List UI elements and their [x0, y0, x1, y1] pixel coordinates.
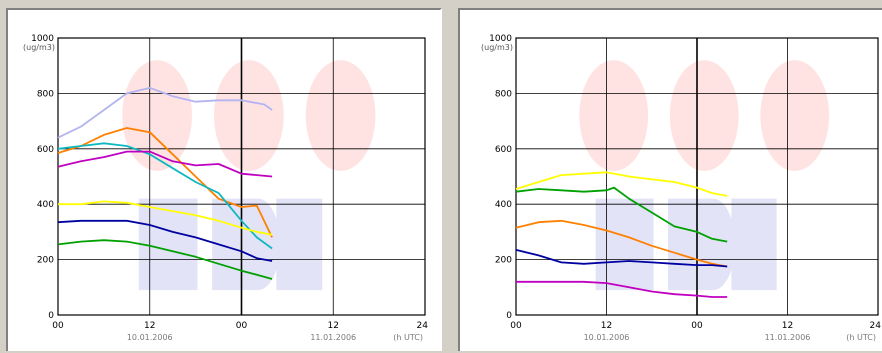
y-tick-label: 800: [495, 89, 512, 99]
watermark-circle: [213, 60, 284, 171]
plot-frame: [515, 37, 879, 316]
y-unit-label: (ug/m3): [23, 43, 55, 52]
series-line-7: [57, 239, 273, 280]
watermark-circle: [122, 60, 192, 171]
series-line-2: [515, 186, 728, 243]
date-label: 11.01.2006: [310, 333, 356, 342]
series-line-4: [57, 150, 273, 178]
series-line-5: [516, 280, 728, 298]
y-tick-label: 1000: [31, 34, 54, 44]
y-tick-label: 1000: [489, 34, 512, 44]
x-tick-label: 24: [870, 321, 882, 331]
series-line-6: [57, 219, 273, 262]
x-tick-label: 00: [510, 321, 522, 331]
watermark-logo: [579, 60, 830, 291]
watermark-blocks: [138, 198, 323, 291]
x-unit-label: (h UTC): [846, 333, 876, 342]
grid: [57, 37, 426, 316]
y-unit-label: (ug/m3): [481, 43, 513, 52]
date-label: 11.01.2006: [765, 333, 811, 342]
watermark-circle: [579, 60, 649, 171]
x-tick-label: 12: [782, 321, 793, 331]
y-tick-label: 0: [48, 311, 54, 321]
x-tick-label: 00: [52, 321, 64, 331]
y-tick-label: 600: [495, 145, 512, 155]
watermark-circle: [669, 60, 739, 171]
x-unit-label: (h UTC): [393, 333, 423, 342]
series-line-5: [58, 200, 273, 236]
series-line-1: [515, 171, 728, 197]
date-label: 10.01.2006: [584, 333, 630, 342]
chart-panel-right: 0 200 400 600 800 1000 (ug/m3) 00 12 00 12 24 10.01.…: [458, 8, 882, 351]
air-quality-chart-right: 0 200 400 600 800 1000(ug/m3) 00 12 00 12 24 10.01.…: [481, 34, 882, 342]
watermark-circle: [760, 60, 830, 171]
x-tick-label: 00: [691, 321, 703, 331]
watermark-circle: [305, 60, 376, 171]
y-tick-label: 800: [37, 89, 54, 99]
watermark-blocks: [595, 198, 777, 291]
x-tick-label: 12: [328, 321, 339, 331]
series-line-2: [57, 127, 273, 238]
x-tick-label: 12: [601, 321, 612, 331]
series-line-4: [515, 249, 728, 268]
chart-panel-left: 0 200 400 600 800 1000 (ug/m3) 00 12 00 12 24 10.01.…: [6, 8, 442, 351]
panel-divider: [442, 0, 458, 351]
series-line-1: [57, 87, 273, 139]
y-tick-label: 200: [37, 256, 54, 266]
y-tick-label: 400: [37, 200, 54, 210]
x-tick-label: 24: [417, 321, 429, 331]
date-label: 10.01.2006: [127, 333, 173, 342]
grid: [515, 37, 879, 316]
x-tick-label: 00: [236, 321, 248, 331]
plot-frame: [57, 37, 426, 316]
y-tick-label: 400: [495, 200, 512, 210]
air-quality-chart-left: 0 200 400 600 800 1000(ug/m3) 00 12 00 12 24 10.01.…: [23, 34, 429, 342]
y-tick-label: 600: [37, 145, 54, 155]
x-tick-label: 12: [144, 321, 155, 331]
y-tick-label: 200: [495, 256, 512, 266]
watermark-logo: [122, 60, 376, 291]
series-line-3: [515, 219, 728, 268]
y-tick-label: 0: [506, 311, 512, 321]
series-line-3: [57, 142, 273, 250]
